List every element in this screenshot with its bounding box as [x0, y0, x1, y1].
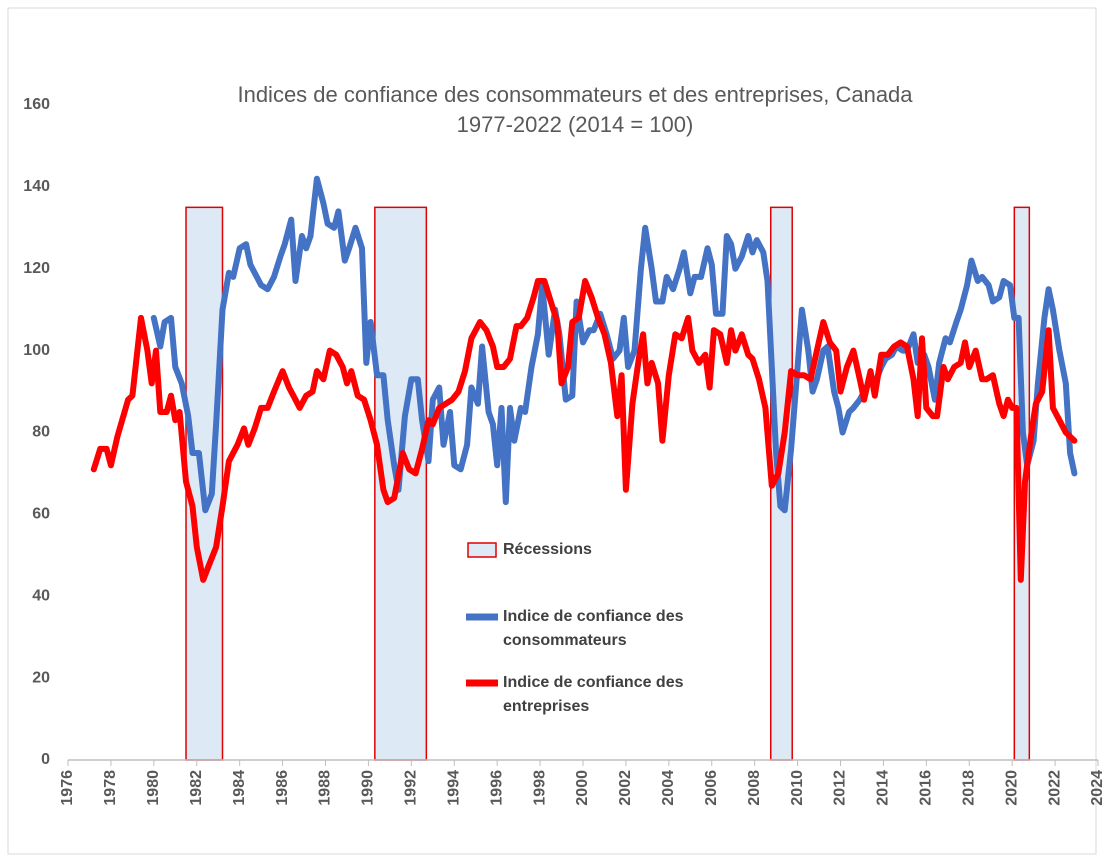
line-series	[90, 278, 1078, 583]
x-tick-label: 2010	[789, 770, 806, 806]
x-tick-label: 2002	[617, 770, 634, 806]
y-tick-label: 40	[32, 587, 50, 604]
x-tick-label: 1998	[531, 770, 548, 806]
x-tick-label: 2012	[832, 770, 849, 806]
x-tick-label: 2004	[660, 770, 677, 806]
x-tick-label: 2024	[1089, 770, 1106, 806]
x-tick-label: 2014	[875, 770, 892, 806]
x-tick-label: 2000	[574, 770, 591, 806]
chart-subtitle: 1977-2022 (2014 = 100)	[457, 112, 694, 137]
x-tick-label: 1980	[145, 770, 162, 806]
chart-border	[7, 7, 1097, 855]
y-tick-label: 20	[32, 669, 50, 686]
x-tick-label: 1976	[59, 770, 76, 806]
chart-title: Indices de confiance des consommateurs e…	[237, 82, 913, 107]
x-tick-label: 2018	[960, 770, 977, 806]
y-tick-label: 60	[32, 506, 50, 523]
x-tick-label: 2016	[918, 770, 935, 806]
x-tick-label: 1992	[403, 770, 420, 806]
x-tick-label: 2022	[1046, 770, 1063, 806]
x-tick-label: 1988	[317, 770, 334, 806]
x-tick-label: 2006	[703, 770, 720, 806]
x-tick-label: 1982	[188, 770, 205, 806]
y-tick-label: 140	[23, 178, 50, 195]
x-tick-label: 2008	[746, 770, 763, 806]
legend-label: Indice de confiance des entreprises	[503, 674, 684, 715]
x-tick-label: 1984	[231, 770, 248, 806]
y-tick-label: 120	[23, 260, 50, 277]
x-tick-label: 1978	[102, 770, 119, 806]
x-tick-label: 1996	[488, 770, 505, 806]
y-tick-label: 160	[23, 96, 50, 113]
legend-swatch	[467, 542, 497, 558]
x-tick-label: 2020	[1003, 770, 1020, 806]
line-series	[150, 175, 1078, 514]
y-tick-label: 100	[23, 342, 50, 359]
x-tick-label: 1990	[360, 770, 377, 806]
legend-label: Indice de confiance des consommateurs	[503, 608, 684, 649]
x-tick-label: 1986	[274, 770, 291, 806]
legend-recession-label: Récessions	[503, 541, 592, 558]
y-tick-label: 80	[32, 424, 50, 441]
y-tick-label: 0	[41, 751, 50, 768]
x-tick-label: 1994	[445, 770, 462, 806]
